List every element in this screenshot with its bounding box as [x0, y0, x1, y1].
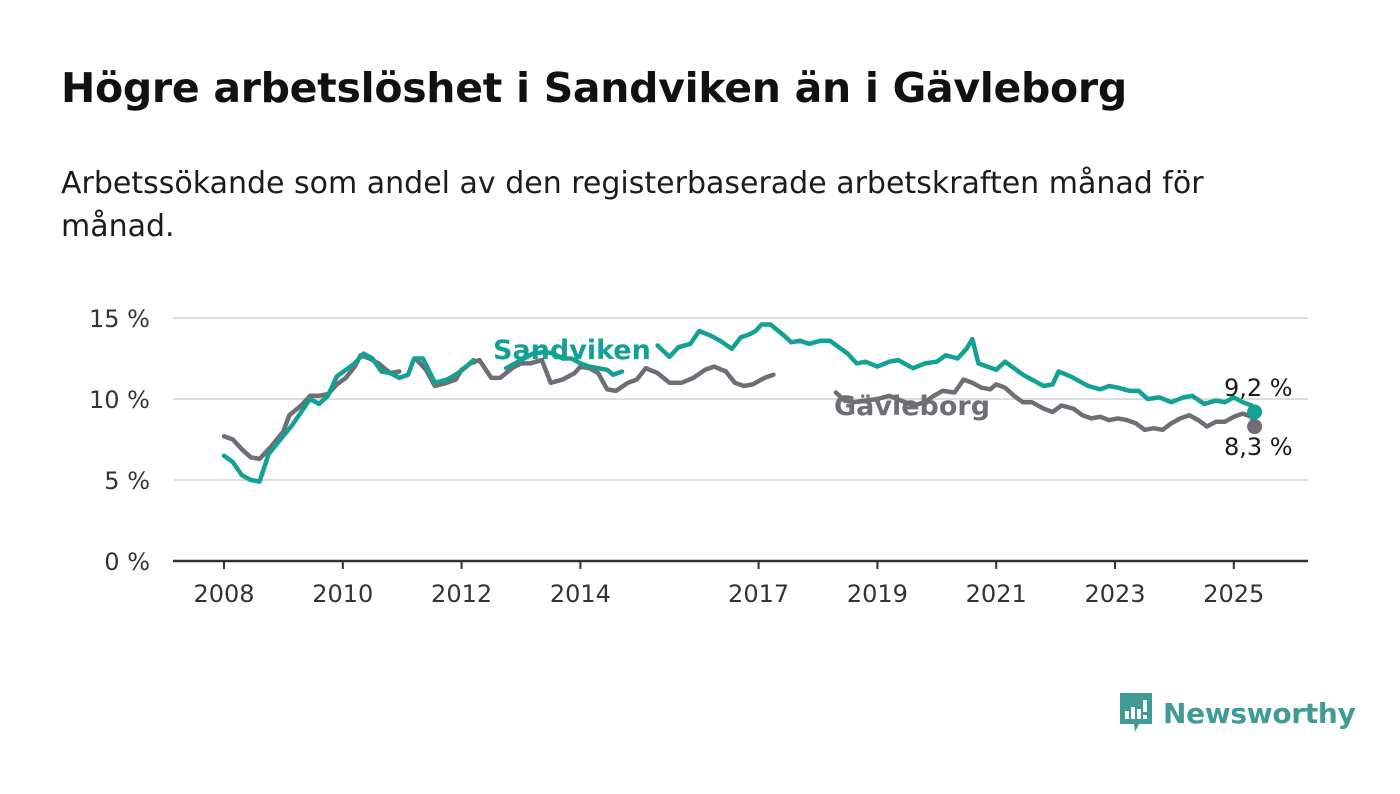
end-point-marker — [1247, 419, 1263, 435]
end-value-label-gavleborg: 8,3 % — [1224, 433, 1293, 461]
grid-lines — [173, 317, 1308, 481]
end-value-label-sandviken: 9,2 % — [1224, 374, 1293, 402]
chart-title: Högre arbetslöshet i Sandviken än i Gävl… — [61, 64, 1127, 112]
x-tick-label: 2021 — [966, 580, 1027, 608]
x-tick-label: 2008 — [193, 580, 254, 608]
series-line-gavleborg — [833, 377, 1257, 433]
series-line-gavleborg — [221, 353, 402, 462]
series-line-sandviken — [221, 351, 476, 484]
y-tick-label: 10 % — [89, 386, 150, 414]
series-lines — [221, 322, 1263, 484]
y-tick-label: 15 % — [89, 305, 150, 333]
x-tick-label: 2023 — [1084, 580, 1145, 608]
series-line-sandviken — [503, 349, 625, 377]
x-tick-label: 2025 — [1203, 580, 1264, 608]
series-label-sandviken: Sandviken — [493, 335, 651, 366]
newsworthy-logo-icon — [1120, 693, 1152, 732]
chart-subtitle: Arbetssökande som andel av den registerb… — [61, 166, 1204, 244]
x-tick-label: 2012 — [431, 580, 492, 608]
axes: 0 % 5 % 10 % 15 % 2008 2010 2012 2014 2017 2019 20… — [89, 305, 1308, 608]
x-tick-label: 2010 — [312, 580, 373, 608]
x-tick-label: 2014 — [550, 580, 611, 608]
labels: Sandviken Gävleborg 9,2 % 8,3 % — [493, 335, 1293, 461]
series-label-gavleborg: Gävleborg — [834, 391, 990, 422]
end-point-marker — [1247, 404, 1263, 420]
y-tick-label: 5 % — [104, 467, 150, 495]
y-tick-label: 0 % — [104, 548, 150, 576]
x-tick-label: 2017 — [728, 580, 789, 608]
x-tick-label: 2019 — [847, 580, 908, 608]
series-line-sandviken — [655, 322, 1257, 415]
newsworthy-wordmark: Newsworthy — [1163, 696, 1356, 730]
newsworthy-logo[interactable]: Newsworthy — [1118, 690, 1356, 736]
